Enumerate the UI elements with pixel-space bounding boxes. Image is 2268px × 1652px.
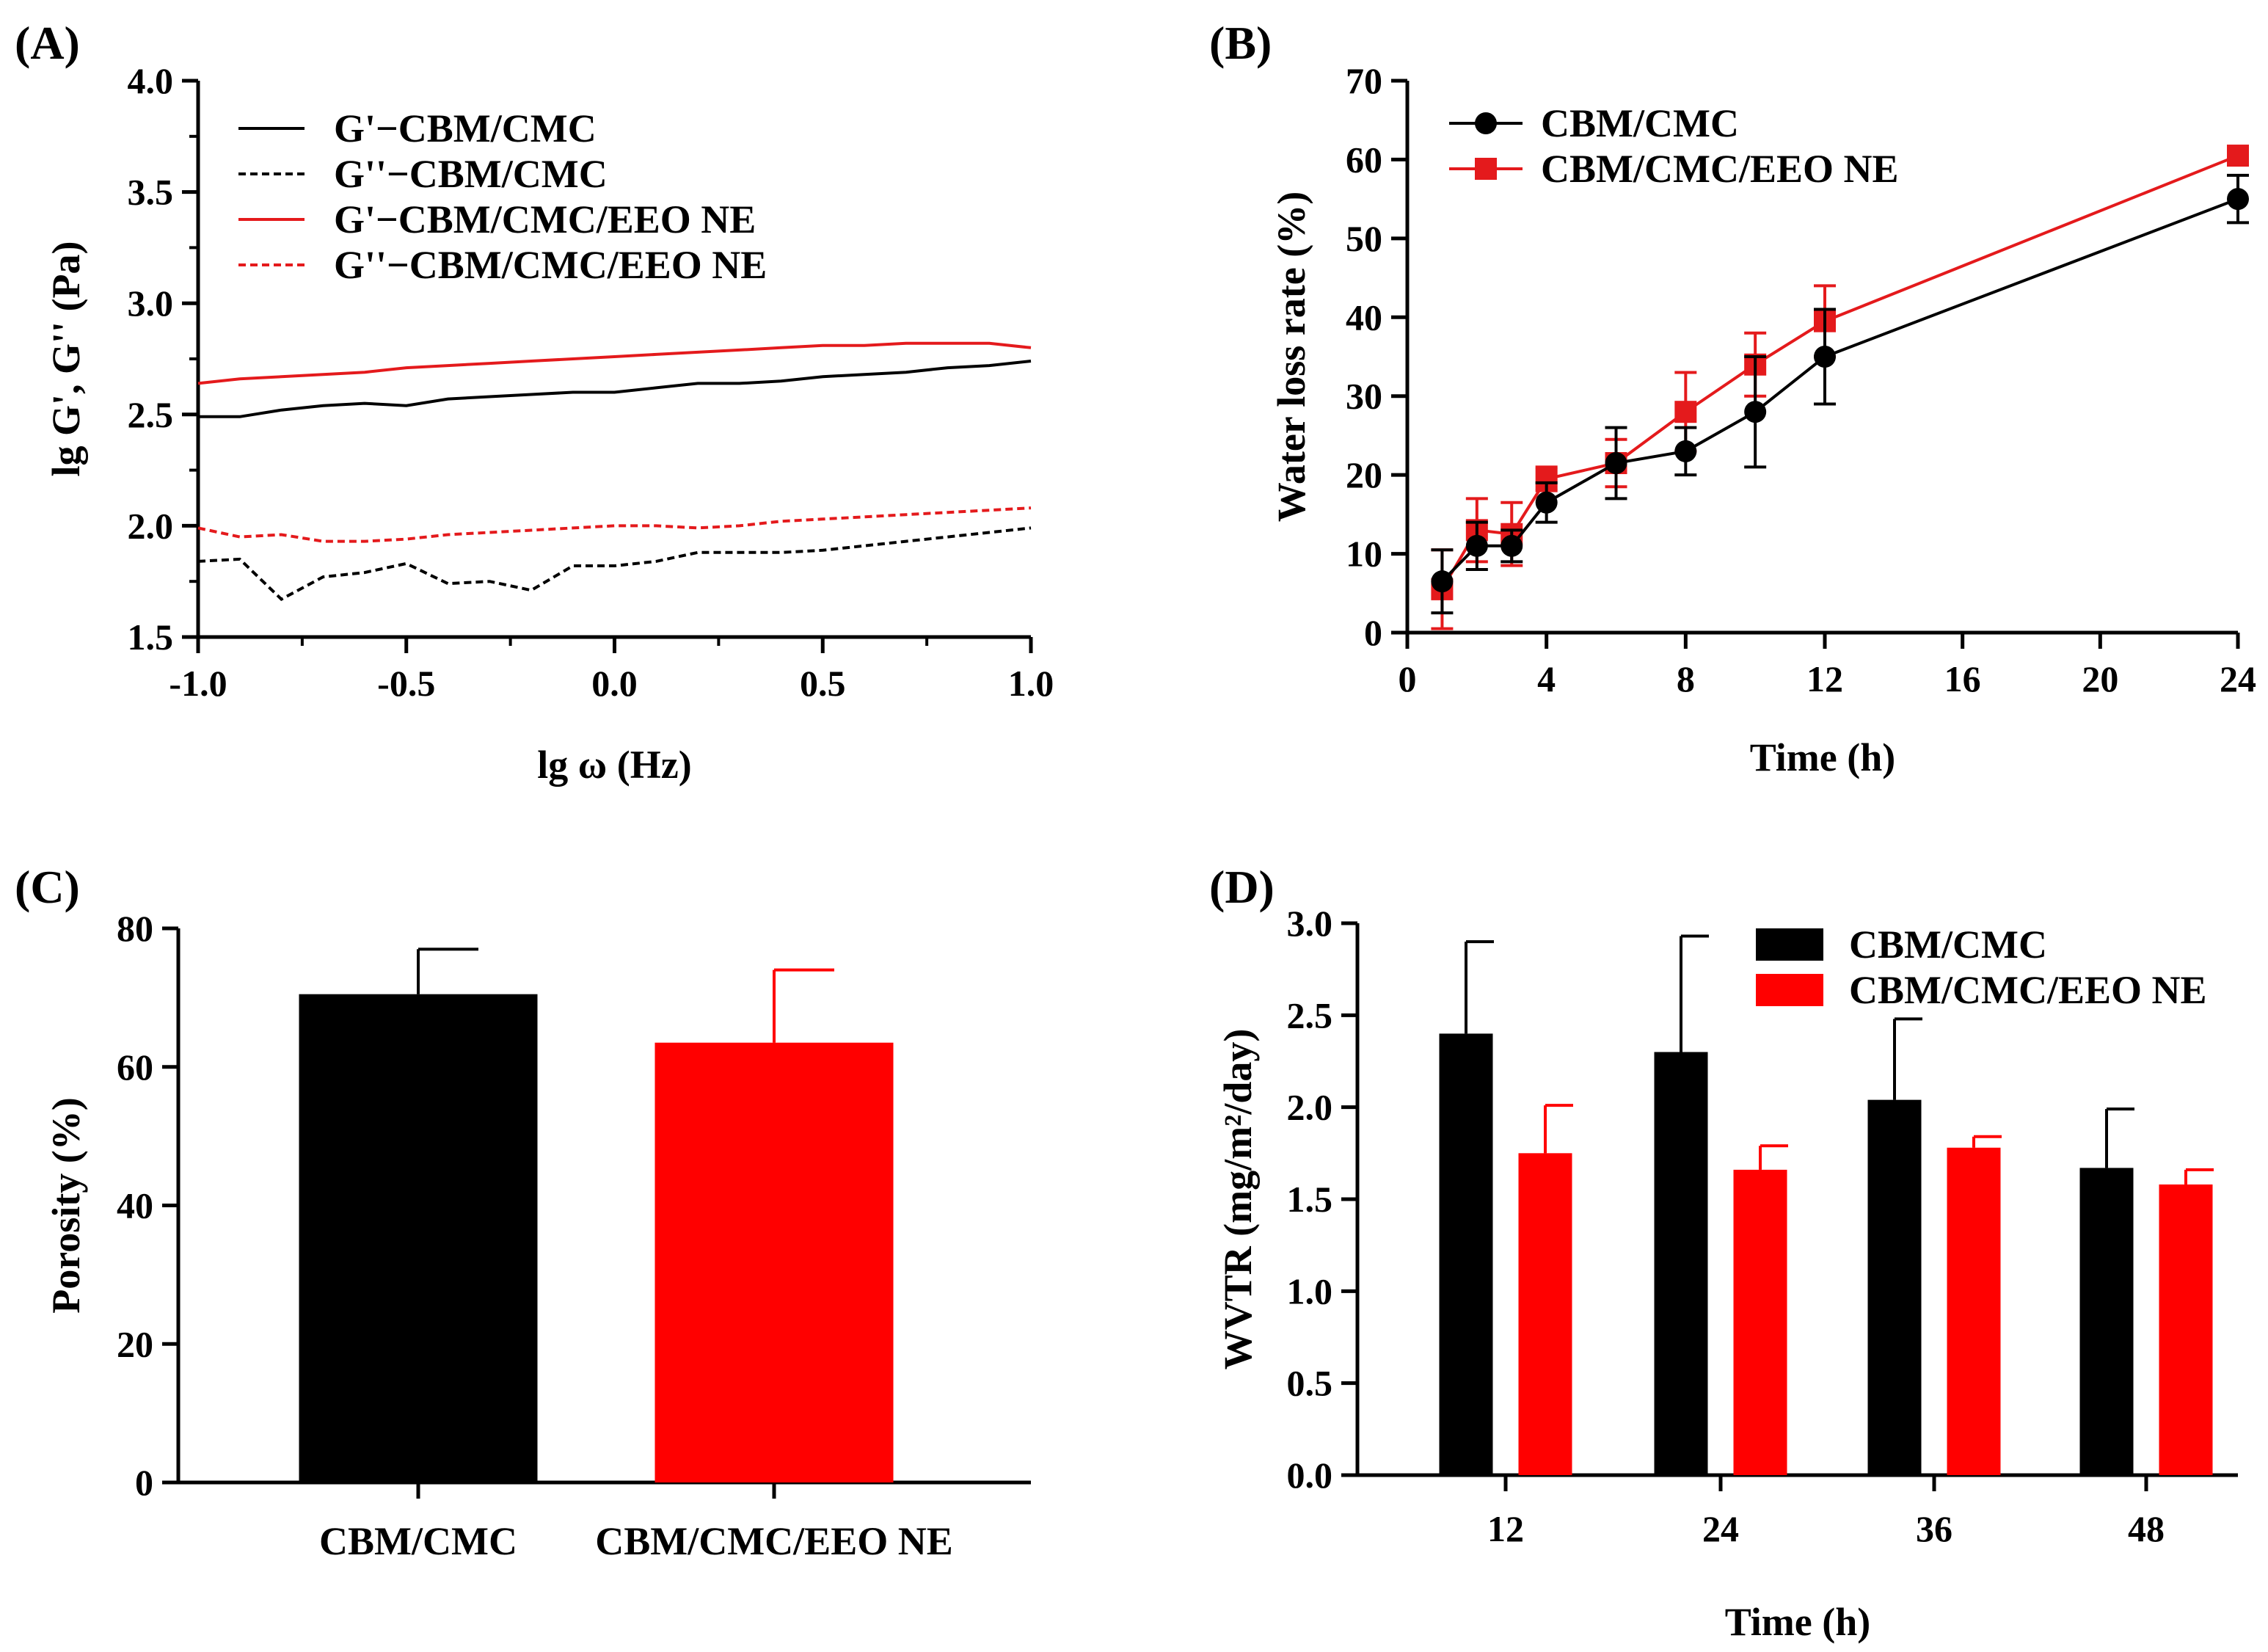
y-tick-label: 20	[1346, 454, 1382, 495]
y-tick-label: 10	[1346, 534, 1382, 575]
panel-label: (C)	[15, 861, 80, 913]
bar	[1867, 1099, 1922, 1475]
y-tick-label: 1.5	[128, 616, 174, 658]
bar	[1733, 1169, 1787, 1475]
panel-b: (B) 0 10 20 30 40 50 60 70 0 4 8 12 16 20 24 Time (h) Wat…	[1209, 17, 2256, 779]
y-tick-label: 80	[117, 908, 153, 949]
y-axis-title: Water loss rate (%)	[1269, 192, 1313, 522]
data-point	[1814, 346, 1836, 368]
y-tick-label: 20	[117, 1323, 153, 1364]
x-tick-label: 12	[1806, 658, 1843, 699]
y-tick-label: 1.0	[1287, 1270, 1333, 1311]
bar	[299, 994, 538, 1482]
y-tick-label: 40	[117, 1185, 153, 1226]
panel-c: (C) 0 20 40 60 80 Porosity (%) CBM/CMC CBM/CMC/E…	[15, 861, 1031, 1563]
panel-d: (D) 0.0 0.5 1.0 1.5 2.0 2.5 3.0 Time (h) WVTR (mg…	[1209, 861, 2238, 1644]
y-tick-label: 0	[135, 1462, 153, 1503]
series-line	[197, 526, 1032, 601]
x-tick-label: CBM/CMC	[319, 1519, 517, 1563]
y-tick-label: 4.0	[128, 60, 174, 101]
legend-label: CBM/CMC	[1849, 923, 2047, 967]
y-tick-label: 3.0	[1287, 903, 1333, 944]
series-line	[1440, 154, 2239, 590]
data-point	[1605, 452, 1627, 475]
series-line	[198, 360, 1032, 418]
y-tick-label: 0.0	[1287, 1455, 1333, 1496]
legend-swatch	[1756, 928, 1823, 961]
x-tick-label: 12	[1487, 1508, 1524, 1549]
x-tick-label: -1.0	[169, 663, 227, 704]
x-tick-label: CBM/CMC/EEO NE	[595, 1519, 953, 1563]
x-tick-label: 0.5	[800, 663, 846, 704]
y-tick-label: 1.5	[1287, 1179, 1333, 1220]
y-tick-label: 3.5	[128, 172, 174, 213]
x-axis-title: Time (h)	[1750, 735, 1896, 779]
y-tick-label: 2.0	[1287, 1087, 1333, 1128]
y-tick-label: 2.5	[128, 394, 174, 435]
y-tick-label: 40	[1346, 296, 1382, 338]
bar	[1439, 1033, 1493, 1475]
bar	[654, 1042, 894, 1482]
data-point	[1501, 534, 1523, 557]
bar	[2079, 1168, 2134, 1475]
y-tick-label: 0.5	[1287, 1363, 1333, 1404]
legend-label: G'−CBM/CMC/EEO NE	[334, 197, 756, 241]
legend-label: G''−CBM/CMC	[334, 152, 608, 196]
panel-label: (A)	[15, 17, 80, 69]
data-point	[1535, 491, 1558, 514]
bar	[1654, 1052, 1708, 1475]
series-line	[197, 506, 1032, 543]
data-point	[1431, 570, 1454, 593]
y-tick-label: 70	[1346, 60, 1382, 101]
x-tick-label: 8	[1677, 658, 1695, 699]
legend-marker	[1475, 158, 1497, 180]
y-tick-label: 0	[1364, 612, 1382, 653]
legend-label: G''−CBM/CMC/EEO NE	[334, 243, 767, 287]
data-point	[1465, 534, 1488, 557]
y-tick-label: 2.5	[1287, 994, 1333, 1036]
data-point	[1674, 401, 1697, 423]
x-tick-label: 0	[1399, 658, 1417, 699]
data-point	[2227, 145, 2249, 167]
x-tick-label: 4	[1537, 658, 1556, 699]
data-point	[1744, 401, 1767, 423]
panel-label: (B)	[1209, 17, 1272, 69]
x-tick-label: -0.5	[377, 663, 435, 704]
panel-label: (D)	[1209, 861, 1275, 913]
y-tick-label: 60	[117, 1047, 153, 1088]
x-tick-label: 16	[1944, 658, 1981, 699]
x-axis-title: lg ω (Hz)	[537, 743, 691, 787]
x-tick-label: 24	[2220, 658, 2256, 699]
y-axis-title: Porosity (%)	[44, 1097, 88, 1313]
legend-label: CBM/CMC/EEO NE	[1541, 147, 1899, 191]
data-point	[2227, 188, 2249, 211]
legend-marker	[1475, 112, 1497, 134]
series-line	[1440, 197, 2239, 583]
legend-label: CBM/CMC	[1541, 101, 1739, 145]
x-tick-label: 1.0	[1008, 663, 1054, 704]
x-tick-label: 0.0	[591, 663, 638, 704]
y-axis-title: WVTR (mg/m²/day)	[1216, 1029, 1260, 1370]
y-axis-title: lg G', G'' (Pa)	[44, 241, 88, 477]
series-line	[197, 341, 1032, 385]
panel-a: (A) 1.5 2.0 2.5 3.0 3.5 4.0 -1.0 -0.5 0.0 0.5 1.0 lg…	[15, 17, 1054, 787]
y-tick-label: 60	[1346, 139, 1382, 180]
y-tick-label: 3.0	[128, 283, 174, 324]
x-tick-label: 20	[2082, 658, 2118, 699]
y-tick-label: 2.0	[128, 505, 174, 546]
bar	[2159, 1184, 2213, 1475]
data-point	[1674, 440, 1697, 462]
legend-label: CBM/CMC/EEO NE	[1849, 968, 2207, 1012]
bar	[1947, 1147, 2001, 1475]
x-tick-label: 36	[1916, 1508, 1952, 1549]
x-axis-title: Time (h)	[1725, 1600, 1871, 1644]
bar	[1518, 1153, 1572, 1475]
x-tick-label: 24	[1702, 1508, 1739, 1549]
x-tick-label: 48	[2128, 1508, 2165, 1549]
legend-swatch	[1756, 974, 1823, 1006]
y-tick-label: 50	[1346, 218, 1382, 259]
y-tick-label: 30	[1346, 376, 1382, 417]
legend-label: G'−CBM/CMC	[334, 106, 597, 150]
